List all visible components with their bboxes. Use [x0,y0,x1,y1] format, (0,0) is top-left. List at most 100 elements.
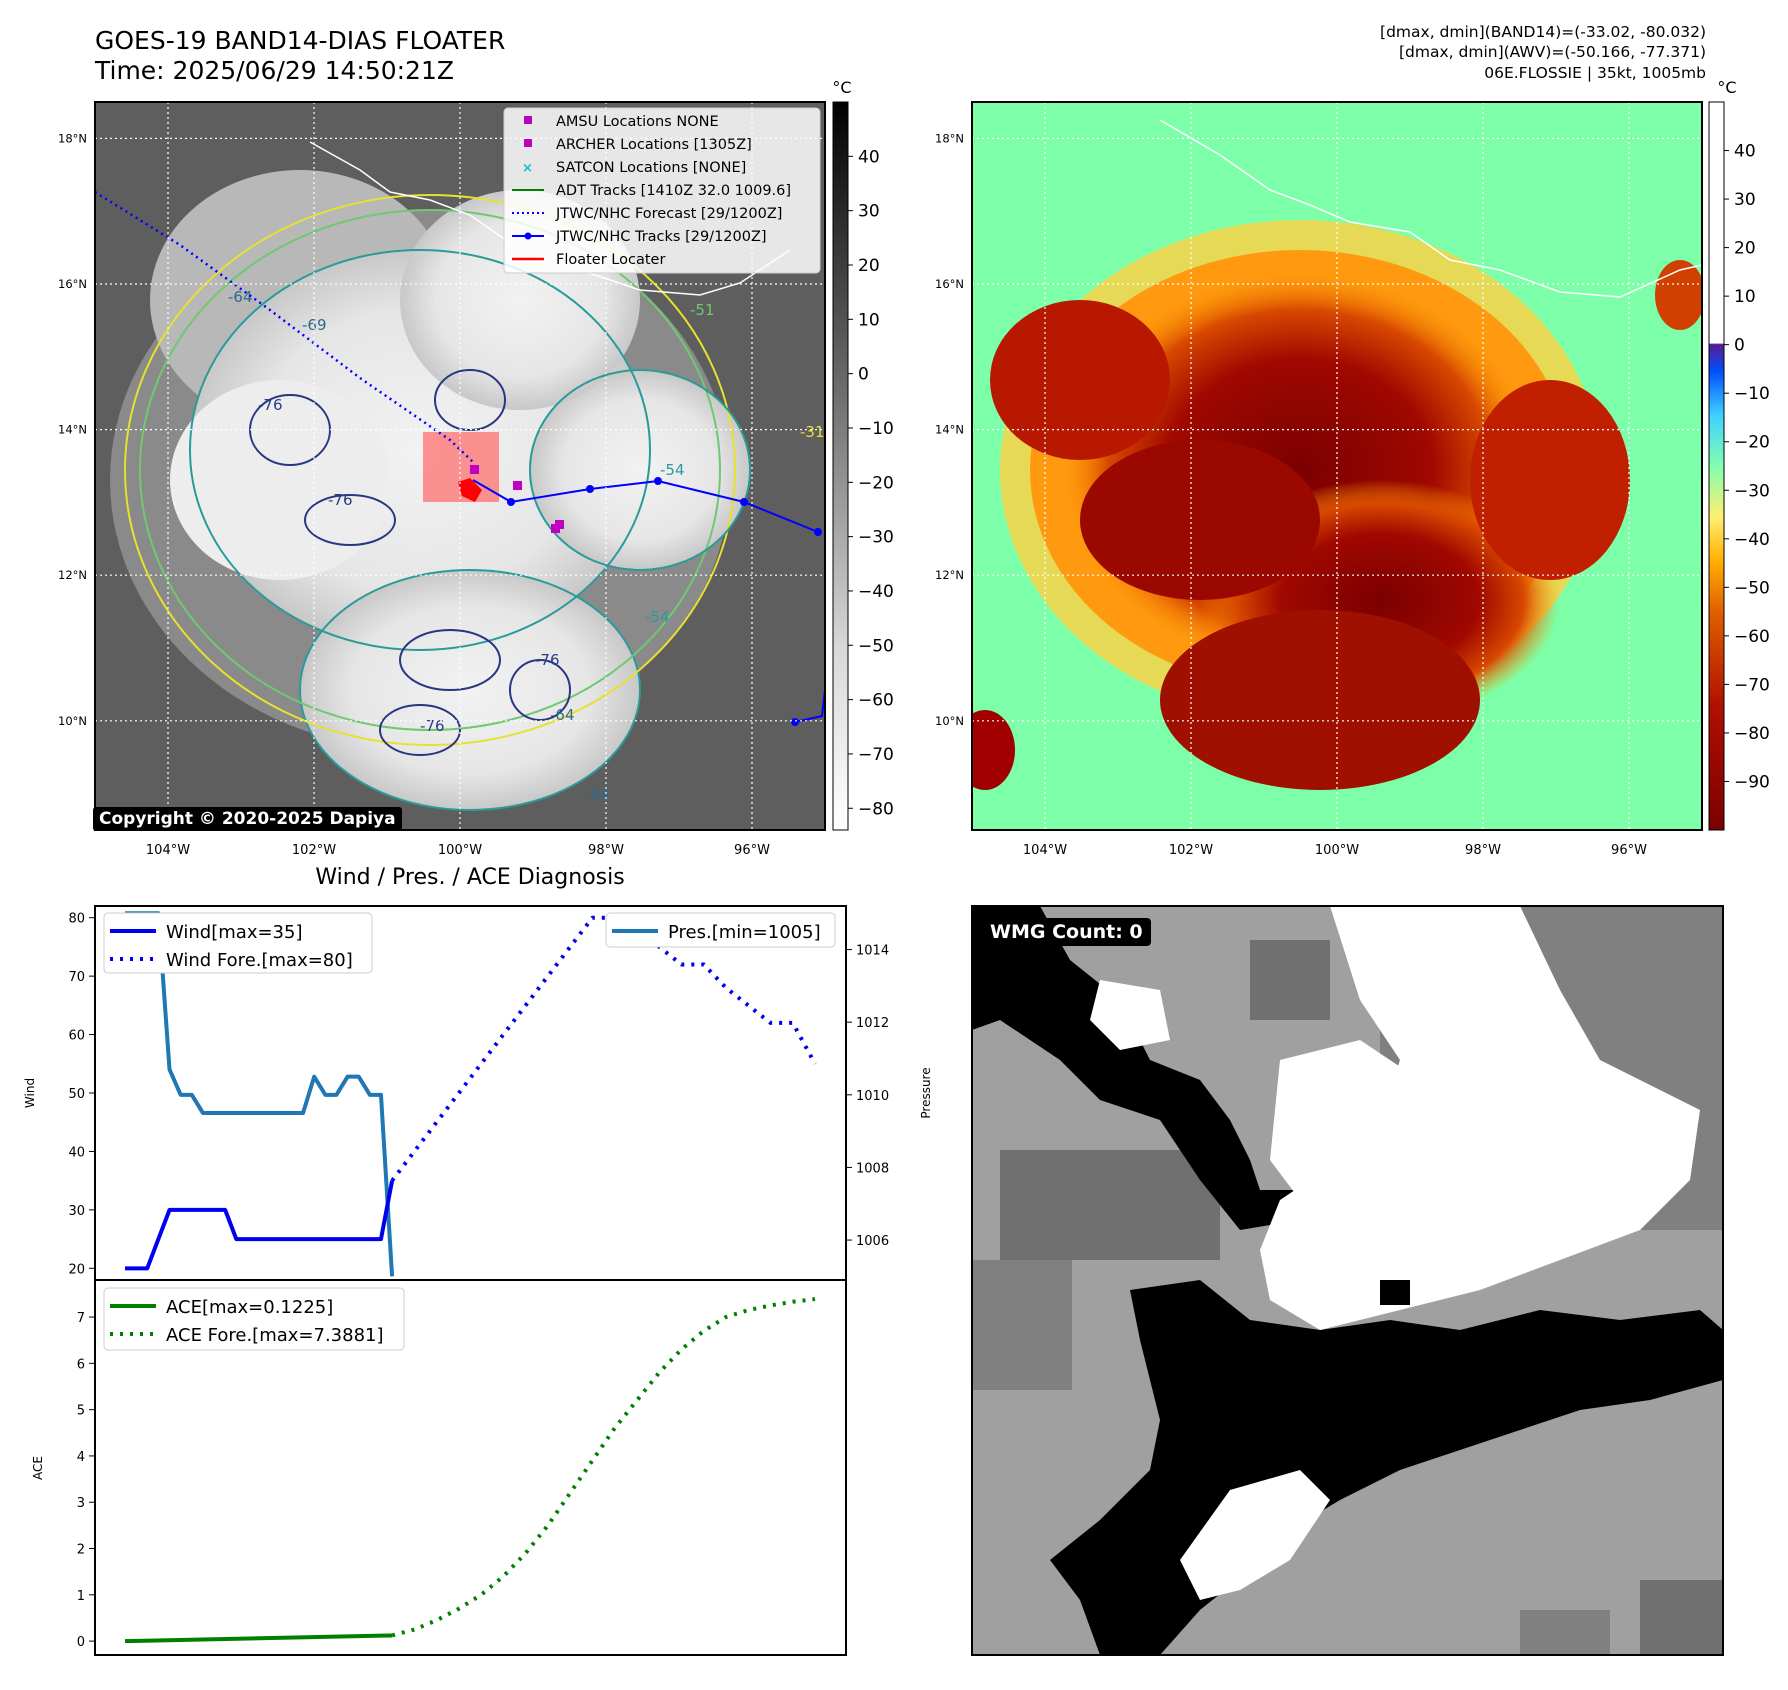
track-point [740,498,748,506]
map-axis-labels: 104°W 102°W 100°W 98°W 96°W 18°N 16°N 14°N 12°N 1… [58,131,770,858]
colorbar-right: °C 40 30 20 10 0 −10 −20 −30 −40 −50 −60 −70 −80 −90 [1708,78,1770,831]
ace-axis-label: ACE [31,1456,45,1480]
colorbar-left-ticks: 40 30 20 10 0 −10 −20 −30 −40 −50 −60 −70 −80 [848,147,894,819]
lon-tick-label: 102°W [292,843,336,858]
colorbar-tick-label: −20 [858,473,894,493]
y-tick-label: 1006 [856,1234,889,1249]
y-tick-label: 1008 [856,1161,889,1176]
awv-map-panel: 104°W 102°W 100°W 98°W 96°W 18°N 16°N 14°N 12°N 1… [935,101,1703,858]
figure-title: GOES-19 BAND14-DIAS FLOATER [95,26,506,55]
track-point [814,528,822,536]
lat-tick-label: 10°N [935,714,964,728]
forecast-track [94,190,474,463]
lat-tick-label: 18°N [58,131,87,145]
wind-series-lines [125,911,817,1277]
track-point [654,477,662,485]
wind-line [125,1180,395,1271]
colorbar-tick-label: −50 [858,636,894,656]
legend-amsu: AMSU Locations NONE [556,114,719,130]
y-tick-label: 1014 [856,944,889,959]
colorbar-tick-label: −10 [1734,384,1770,404]
colorbar-tick-label: −10 [858,419,894,439]
y-tick-label: 2 [77,1543,85,1558]
contour-label: -76 [328,491,353,509]
contour-label: -64 [550,706,575,724]
legend-box [503,107,821,274]
lat-tick-label: 16°N [58,277,87,291]
colorbar-right-gradient [1708,101,1725,831]
colorbar-tick-label: 30 [1734,190,1756,210]
cloud-field [972,119,1702,790]
colorbar-left: °C 40 30 20 10 0 −10 −20 −30 −40 −50 −60 −70 −80 [832,78,894,831]
colorbar-tick-label: −70 [1734,675,1770,695]
colorbar-tick-label: −40 [858,582,894,602]
wmg-panel [971,905,1724,1656]
legend-wind: Wind[max=35] [166,922,303,943]
ace-series-lines [124,1297,816,1644]
y-tick-label: 20 [68,1262,85,1277]
legend-adt: ADT Tracks [1410Z 32.0 1009.6] [556,183,791,199]
colorbar-tick-label: 0 [1734,336,1745,356]
colorbar-tick-label: −30 [858,528,894,548]
y-tick-label: 70 [68,970,85,985]
colorbar-tick-label: 40 [858,147,880,167]
archer-legend-marker [524,139,532,147]
ace-forecast-line [391,1297,816,1638]
colorbar-tick-label: −90 [1734,772,1770,792]
colorbar-tick-label: 40 [1734,142,1756,162]
map-frame [971,101,1703,831]
colorbar-tick-label: 10 [858,310,880,330]
colorbar-left-unit: °C [832,78,851,97]
legend-tracks: JTWC/NHC Tracks [29/1200Z] [555,229,767,245]
contour-label: -51 [690,301,715,319]
map-frame [94,101,826,831]
colorbar-tick-label: −70 [858,745,894,765]
legend-forecast: JTWC/NHC Forecast [29/1200Z] [555,206,782,222]
contour-label: -76 [420,717,445,735]
y-tick-label: 50 [68,1087,85,1102]
contour-label: -69 [302,316,327,334]
lon-tick-label: 96°W [734,843,770,858]
diagnosis-title: Wind / Pres. / ACE Diagnosis [315,865,624,890]
y-tick-label: 40 [68,1145,85,1160]
archer-marker [513,481,522,490]
ace-line [124,1633,393,1644]
legend-pres: Pres.[min=1005] [668,922,821,943]
colorbar-tick-label: 20 [1734,239,1756,259]
pressure-axis-label: Pressure [919,1067,933,1118]
wind-legend-box [103,912,373,974]
legend-ace-fore: ACE Fore.[max=7.3881] [166,1325,384,1346]
y-tick-label: 1010 [856,1089,889,1104]
lat-tick-label: 12°N [58,568,87,582]
wind-axis-label: Wind [23,1078,37,1108]
lon-tick-label: 100°W [1315,843,1359,858]
map-gridlines [972,102,1702,830]
pressure-y-axis: 1006 1008 1010 1012 1014 [846,944,889,1249]
y-tick-label: 80 [68,912,85,927]
colorbar-tick-label: −60 [858,691,894,711]
colorbar-tick-label: −40 [1734,530,1770,550]
colorbar-tick-label: 30 [858,202,880,222]
y-tick-label: 6 [77,1357,85,1372]
lon-tick-label: 98°W [588,843,624,858]
y-tick-label: 5 [77,1404,85,1419]
legend-wind-fore: Wind Fore.[max=80] [166,950,353,971]
colorbar-tick-label: 20 [858,256,880,276]
legend-floater: Floater Locater [556,252,665,268]
legend-archer: ARCHER Locations [1305Z] [556,137,752,153]
map-legend: AMSU Locations NONE ARCHER Locations [13… [503,107,821,274]
colorbar-tick-label: −30 [1734,481,1770,501]
lon-tick-label: 100°W [438,843,482,858]
map-axis-labels: 104°W 102°W 100°W 98°W 96°W 18°N 16°N 14°N 12°N 1… [935,131,1647,858]
lat-tick-label: 16°N [935,277,964,291]
ace-plot: 0 1 2 3 4 5 6 7 ACE ACE[max=0.1225] ACE Fore.[m… [31,1279,847,1656]
contour-label: -31 [800,423,825,441]
colorbar-tick-label: −80 [1734,724,1770,744]
wmg-frame [971,905,1724,1656]
colorbar-tick-label: 0 [858,365,869,385]
wmg-count-badge: WMG Count: 0 [982,918,1151,946]
band14-range: [dmax, dmin](BAND14)=(-33.02, -80.032) [1380,23,1706,41]
y-tick-label: 7 [77,1311,85,1326]
